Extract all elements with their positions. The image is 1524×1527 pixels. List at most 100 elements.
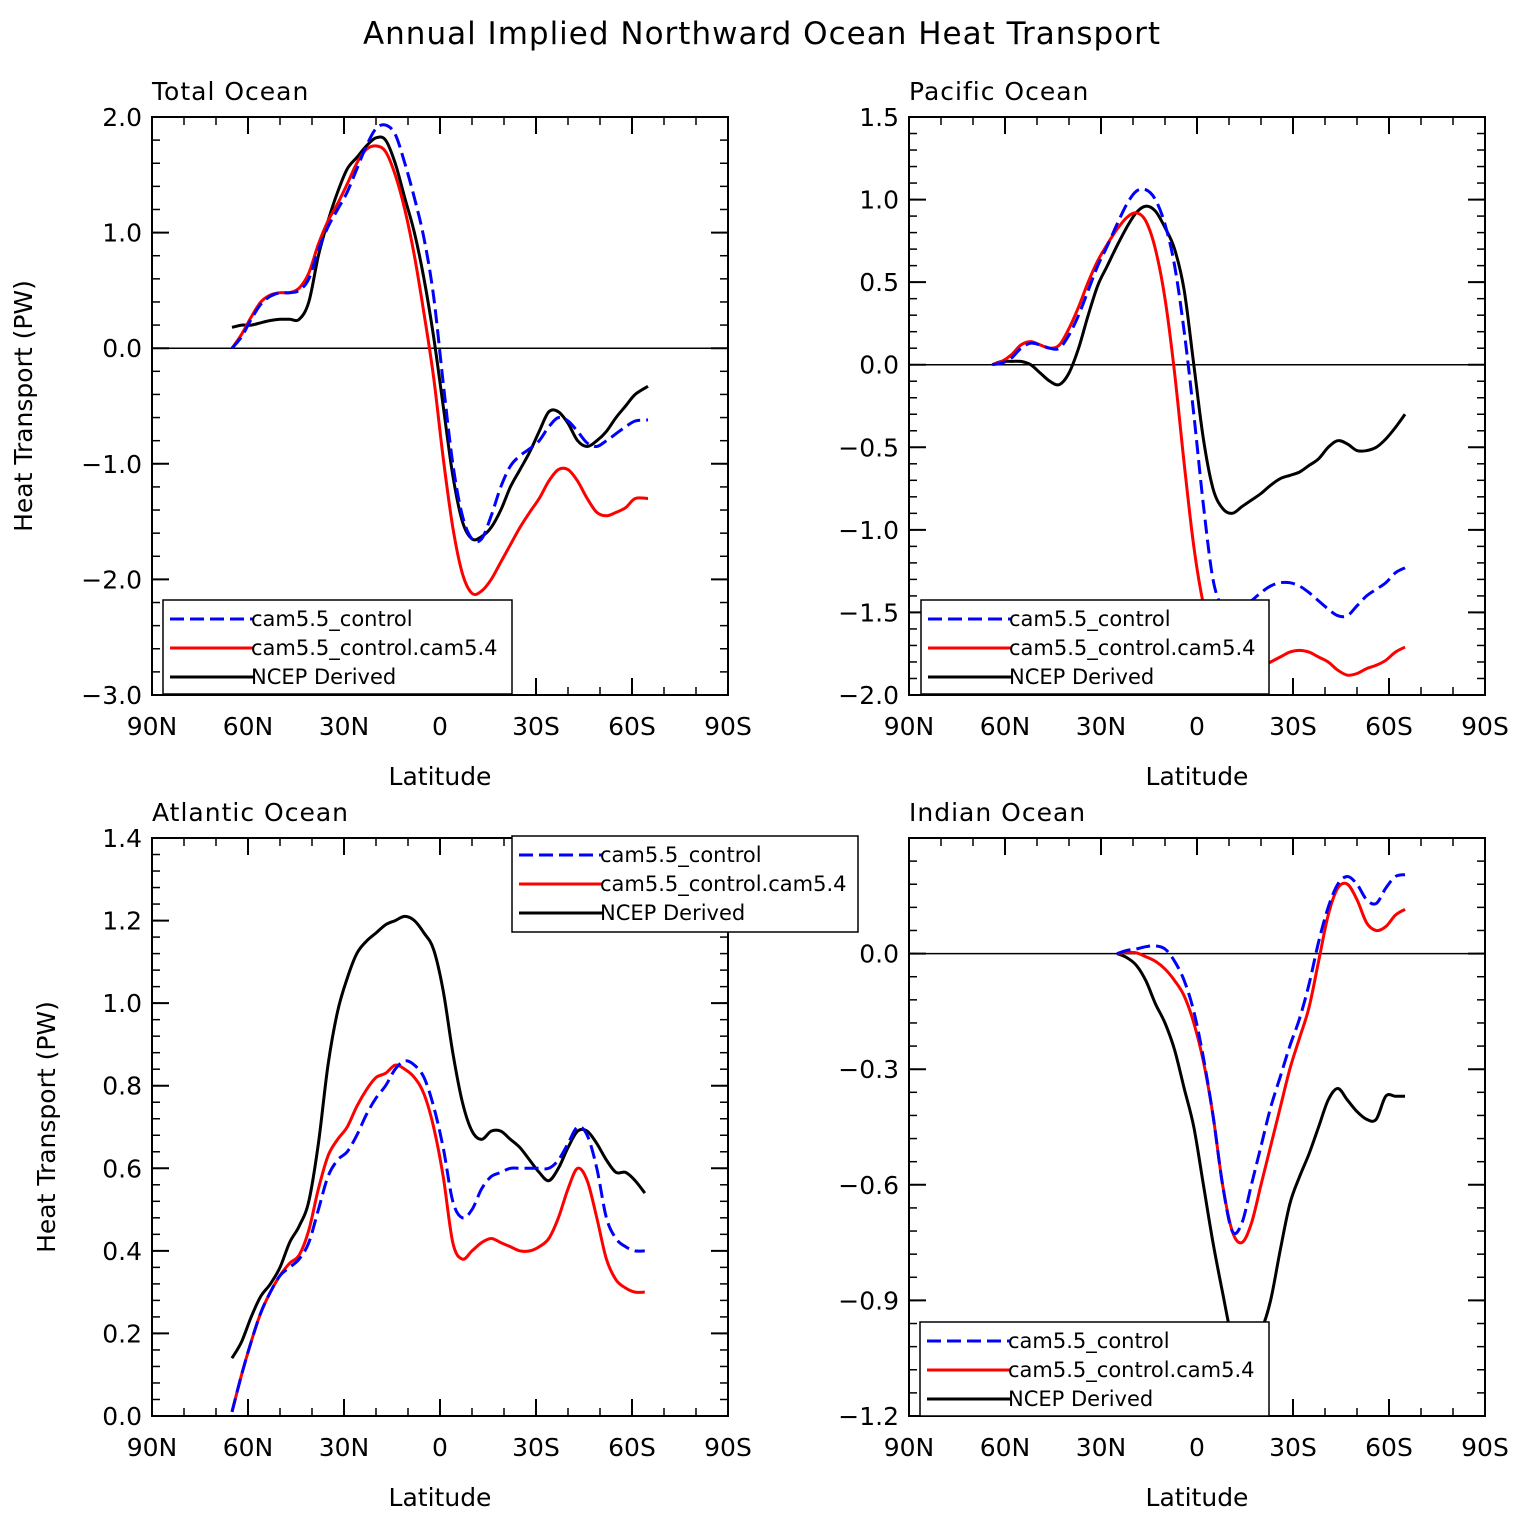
x-tick-label: 0 bbox=[1189, 712, 1205, 741]
legend: cam5.5_control cam5.5_control.cam5.4 NCEP … bbox=[162, 599, 513, 695]
legend-label: cam5.5_control.cam5.4 bbox=[1009, 636, 1256, 661]
chart-total-ocean: Total Ocean −3.0 −2.0 −1.0 0.0 1.0 2.0 90N 60N 30… bbox=[9, 77, 752, 791]
legend: cam5.5_control cam5.5_control.cam5.4 NCEP … bbox=[920, 599, 1270, 695]
chart-pacific-ocean: Pacific Ocean −2.0 −1.5 −1.0 −0.5 0.0 0.5 1.0 1.… bbox=[838, 77, 1509, 791]
legend-label: NCEP Derived bbox=[600, 901, 745, 925]
x-tick-label: 90S bbox=[1461, 712, 1509, 741]
y-tick-label: 0.0 bbox=[102, 1402, 142, 1431]
x-tick-label: 90N bbox=[884, 1433, 935, 1462]
legend: cam5.5_control cam5.5_control.cam5.4 NCEP … bbox=[919, 1321, 1270, 1417]
series-line-cam5-5-control-cam5-4 bbox=[991, 211, 1406, 677]
x-tick-label: 60S bbox=[1365, 1433, 1413, 1462]
x-tick-label: 60N bbox=[223, 1433, 274, 1462]
chart-atlantic-ocean: Atlantic Ocean 0.0 0.2 0.4 0.6 0.8 1.0 1.2 1.4 90… bbox=[32, 798, 859, 1512]
x-tick-label: 60S bbox=[608, 712, 656, 741]
y-tick-label: 1.0 bbox=[859, 186, 899, 215]
x-tick-label: 60S bbox=[1365, 712, 1413, 741]
x-tick-label: 60N bbox=[223, 712, 274, 741]
x-tick-label: 60S bbox=[608, 1433, 656, 1462]
x-tick-label: 60N bbox=[980, 1433, 1031, 1462]
y-tick-label: 1.4 bbox=[102, 824, 142, 853]
y-tick-label: −2.0 bbox=[838, 681, 899, 710]
x-tick-label: 90N bbox=[127, 1433, 178, 1462]
y-tick-label: 0.6 bbox=[102, 1154, 142, 1183]
y-tick-label: −0.5 bbox=[838, 433, 899, 462]
legend-label: cam5.5_control.cam5.4 bbox=[1008, 1358, 1255, 1383]
x-tick-label: 90S bbox=[1461, 1433, 1509, 1462]
legend-label: cam5.5_control bbox=[251, 607, 413, 632]
x-tick-label: 0 bbox=[1189, 1433, 1205, 1462]
legend-label: cam5.5_control.cam5.4 bbox=[600, 872, 847, 897]
y-tick-label: −0.3 bbox=[838, 1055, 899, 1084]
x-tick-label: 30S bbox=[512, 1433, 560, 1462]
y-tick-label: 0.0 bbox=[859, 940, 899, 969]
x-tick-label: 0 bbox=[432, 712, 448, 741]
y-tick-label: −1.0 bbox=[838, 516, 899, 545]
y-tick-label: −0.9 bbox=[838, 1286, 899, 1315]
x-tick-label: 30N bbox=[1076, 712, 1127, 741]
x-tick-label: 30N bbox=[1076, 1433, 1127, 1462]
y-tick-label: 0.8 bbox=[102, 1072, 142, 1101]
x-tick-label: 30S bbox=[512, 712, 560, 741]
series-line-cam5-5-control-cam5-4 bbox=[230, 1063, 645, 1413]
legend-label: cam5.5_control bbox=[1008, 1329, 1170, 1354]
y-tick-label: −1.5 bbox=[838, 598, 899, 627]
x-axis-label: Latitude bbox=[1146, 762, 1249, 791]
series-line-ncep-derived bbox=[991, 204, 1407, 515]
series-line-cam5-5-control bbox=[991, 187, 1406, 619]
y-tick-label: 0.2 bbox=[102, 1319, 142, 1348]
legend-label: cam5.5_control bbox=[1009, 607, 1171, 632]
x-tick-label: 90N bbox=[884, 712, 935, 741]
legend-label: cam5.5_control bbox=[600, 843, 762, 868]
y-tick-label: −1.2 bbox=[838, 1402, 899, 1431]
x-axis-label: Latitude bbox=[389, 762, 492, 791]
y-tick-label: 1.5 bbox=[859, 103, 899, 132]
chart-title: Indian Ocean bbox=[909, 798, 1086, 827]
y-tick-label: −3.0 bbox=[81, 681, 142, 710]
legend-label: NCEP Derived bbox=[1008, 1387, 1153, 1411]
figure-title: Annual Implied Northward Ocean Heat Tran… bbox=[363, 16, 1161, 52]
y-axis-label: Heat Transport (PW) bbox=[32, 1001, 61, 1253]
series-line-cam5-5-control bbox=[230, 1059, 645, 1413]
x-axis-label: Latitude bbox=[1146, 1483, 1249, 1512]
series-line-cam5-5-control-cam5-4 bbox=[230, 144, 649, 596]
series-line-ncep-derived bbox=[230, 914, 646, 1359]
y-tick-label: 2.0 bbox=[102, 103, 142, 132]
legend: cam5.5_control cam5.5_control.cam5.4 NCEP … bbox=[511, 835, 859, 933]
y-axis-label: Heat Transport (PW) bbox=[9, 280, 38, 532]
x-tick-label: 30S bbox=[1269, 712, 1317, 741]
legend-label: NCEP Derived bbox=[1009, 665, 1154, 689]
y-tick-label: 0.4 bbox=[102, 1237, 142, 1266]
plot-frame bbox=[151, 837, 729, 1417]
chart-title: Total Ocean bbox=[151, 77, 309, 106]
y-tick-label: 1.0 bbox=[102, 219, 142, 248]
y-tick-label: 0.0 bbox=[859, 351, 899, 380]
legend-label: NCEP Derived bbox=[251, 665, 396, 689]
series-line-cam5-5-control bbox=[1116, 873, 1406, 1236]
chart-title: Atlantic Ocean bbox=[152, 798, 349, 827]
x-tick-label: 30S bbox=[1269, 1433, 1317, 1462]
y-tick-label: 0.5 bbox=[859, 268, 899, 297]
legend-label: cam5.5_control.cam5.4 bbox=[251, 636, 498, 661]
series-line-cam5-5-control-cam5-4 bbox=[1116, 881, 1406, 1245]
x-tick-label: 30N bbox=[319, 712, 370, 741]
x-tick-label: 0 bbox=[432, 1433, 448, 1462]
plot-frame bbox=[908, 116, 1486, 696]
panels: Total Ocean −3.0 −2.0 −1.0 0.0 1.0 2.0 90N 60N 30… bbox=[9, 77, 1509, 1512]
chart-title: Pacific Ocean bbox=[909, 77, 1089, 106]
y-tick-label: −1.0 bbox=[81, 450, 142, 479]
x-tick-label: 90N bbox=[127, 712, 178, 741]
y-tick-label: 1.2 bbox=[102, 907, 142, 936]
y-tick-label: 0.0 bbox=[102, 334, 142, 363]
y-tick-label: −0.6 bbox=[838, 1171, 899, 1200]
plot-frame bbox=[151, 116, 729, 696]
x-tick-label: 30N bbox=[319, 1433, 370, 1462]
series-line-ncep-derived bbox=[231, 135, 649, 542]
x-axis-label: Latitude bbox=[389, 1483, 492, 1512]
chart-indian-ocean: Indian Ocean −1.2 −0.9 −0.6 −0.3 0.0 90N 60N 30N… bbox=[838, 798, 1509, 1512]
y-tick-label: −2.0 bbox=[81, 565, 142, 594]
y-tick-label: 1.0 bbox=[102, 989, 142, 1018]
x-tick-label: 90S bbox=[704, 712, 752, 741]
